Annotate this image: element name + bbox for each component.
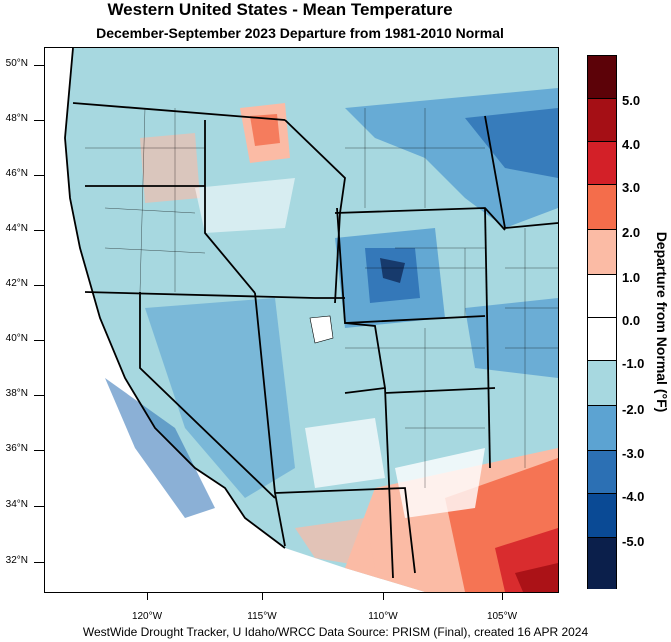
colorbar-swatch (588, 98, 616, 142)
lat-tick (34, 175, 44, 176)
lat-tick (34, 562, 44, 563)
colorbar-label: -2.0 (622, 402, 645, 417)
colorbar-label: -1.0 (622, 356, 645, 371)
lon-tick (147, 592, 148, 600)
lat-tick (34, 450, 44, 451)
colorbar-label: 5.0 (622, 93, 641, 108)
lat-label: 38°N (5, 388, 28, 399)
map-subtitle: December-September 2023 Departure from 1… (96, 25, 504, 41)
colorbar-label: -4.0 (622, 489, 645, 504)
colorbar-swatch (588, 405, 616, 451)
lon-label: 110°W (368, 611, 398, 622)
colorbar-label: 1.0 (622, 270, 641, 285)
map-title: Western United States - Mean Temperature (107, 0, 453, 19)
lat-tick (34, 506, 44, 507)
colorbar-swatch (588, 229, 616, 275)
lat-label: 32°N (5, 555, 28, 566)
lon-label: 115°W (247, 611, 277, 622)
colorbar-swatch (588, 537, 616, 589)
colorbar-swatch (588, 184, 616, 230)
lat-label: 36°N (5, 443, 28, 454)
lon-label: 120°W (131, 611, 163, 622)
colorbar-title: Departure from Normal (°F) (654, 231, 670, 413)
lat-tick (34, 230, 44, 231)
lat-tick (34, 65, 44, 66)
lat-label: 42°N (5, 278, 28, 289)
map-panel (44, 47, 559, 593)
colorbar-label: -5.0 (622, 534, 645, 549)
colorbar-label: 0.0 (622, 313, 641, 328)
colorbar-swatch (588, 493, 616, 538)
map-svg (45, 48, 558, 592)
colorbar-label: 4.0 (622, 137, 641, 152)
lat-label: 34°N (5, 499, 28, 510)
colorbar-swatch (588, 141, 616, 185)
colorbar-label: -3.0 (622, 446, 645, 461)
lat-label: 48°N (5, 113, 28, 124)
lat-label: 40°N (5, 333, 28, 344)
colorbar-swatch (588, 56, 616, 98)
colorbar-swatch (588, 317, 616, 361)
lat-tick (34, 285, 44, 286)
coastline (64, 48, 286, 549)
lon-label: 105°W (486, 611, 518, 622)
lon-tick (502, 592, 503, 600)
colorbar-label: 2.0 (622, 225, 641, 240)
footer-credit: WestWide Drought Tracker, U Idaho/WRCC D… (82, 625, 589, 639)
lon-tick (262, 592, 263, 600)
lat-tick (34, 120, 44, 121)
colorbar-label: 3.0 (622, 180, 641, 195)
colorbar-swatch (588, 450, 616, 494)
lat-tick (34, 340, 44, 341)
colorbar (587, 55, 617, 589)
colorbar-swatch (588, 360, 616, 406)
lat-label: 44°N (5, 223, 28, 234)
lat-tick (34, 395, 44, 396)
state-boundaries (72, 102, 558, 579)
lat-label: 46°N (5, 168, 28, 179)
lat-label: 50°N (5, 58, 28, 69)
lon-tick (383, 592, 384, 600)
colorbar-swatch (588, 274, 616, 318)
